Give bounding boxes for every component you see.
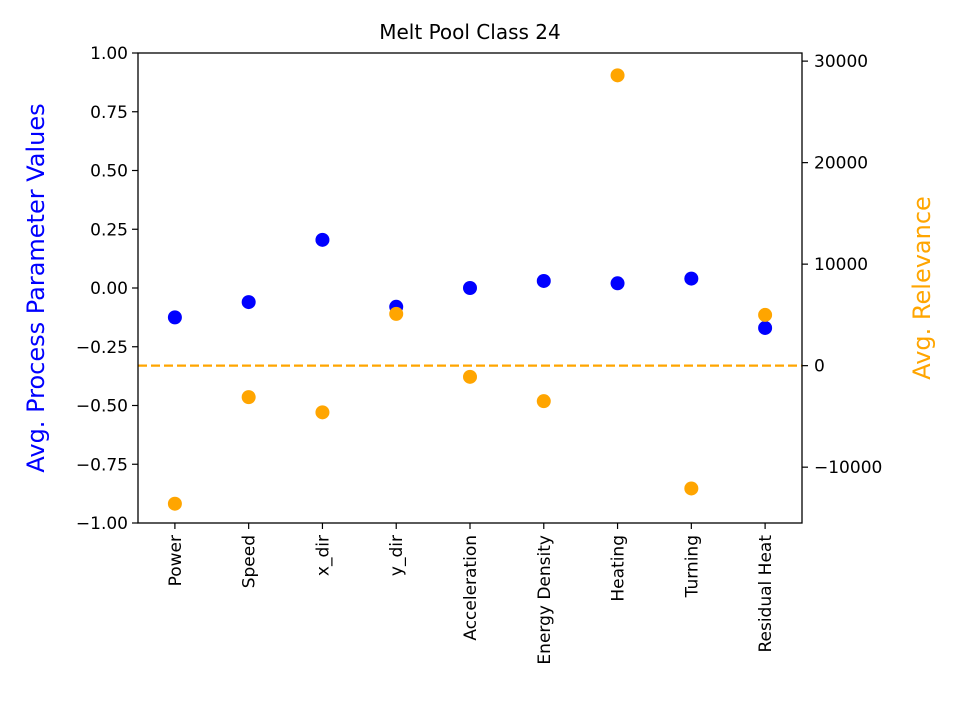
right-tick-label: 0 xyxy=(814,357,825,377)
x-tick-label: Heating xyxy=(609,535,629,602)
x-tick-label: x_dir xyxy=(313,535,333,576)
relevance-point xyxy=(684,481,699,496)
parameter-value-point xyxy=(315,232,330,247)
relevance-point xyxy=(463,369,477,384)
parameter-value-point xyxy=(536,273,551,288)
left-axis-label: Avg. Process Parameter Values xyxy=(22,103,50,472)
x-tick-label: Energy Density xyxy=(535,535,555,665)
relevance-point xyxy=(315,405,330,420)
left-tick-label: 0.75 xyxy=(90,103,128,123)
left-tick-label: −0.25 xyxy=(76,338,128,358)
left-tick-label: 0.00 xyxy=(90,279,128,299)
parameter-value-point xyxy=(758,320,773,335)
left-tick-label: −0.50 xyxy=(76,397,128,417)
left-tick-label: 0.50 xyxy=(90,162,128,182)
left-tick-label: 1.00 xyxy=(90,44,128,64)
relevance-point xyxy=(389,306,404,321)
parameter-value-point xyxy=(684,271,699,286)
relevance-point xyxy=(610,68,625,83)
x-tick-label: Power xyxy=(166,535,186,586)
left-tick-label: 0.25 xyxy=(90,220,128,240)
right-axis-label: Avg. Relevance xyxy=(908,196,936,380)
relevance-point xyxy=(241,390,256,405)
parameter-value-point xyxy=(463,281,477,295)
parameter-value-point xyxy=(610,276,625,291)
x-tick-label: y_dir xyxy=(387,535,407,576)
x-tick-label: Residual Heat xyxy=(756,535,776,653)
relevance-point xyxy=(758,307,773,322)
relevance-point xyxy=(167,496,182,511)
chart-title: Melt Pool Class 24 xyxy=(379,20,560,44)
x-tick-label: Speed xyxy=(240,535,260,588)
right-tick-label: 20000 xyxy=(814,154,868,174)
right-tick-label: 30000 xyxy=(814,52,868,72)
parameter-value-point xyxy=(167,310,182,325)
left-tick-label: −1.00 xyxy=(76,514,128,534)
plot-area: −1.00 −0.75 −0.50 −0.25 0.00 0.25 0.50 0.75 1.00… xyxy=(76,44,882,665)
right-tick-label: 10000 xyxy=(814,255,868,275)
parameter-value-point xyxy=(241,295,256,310)
right-tick-label: −10000 xyxy=(814,458,882,478)
left-tick-label: −0.75 xyxy=(76,455,128,475)
x-tick-label: Turning xyxy=(682,535,702,598)
x-tick-label: Acceleration xyxy=(461,535,481,641)
relevance-point xyxy=(536,394,551,409)
